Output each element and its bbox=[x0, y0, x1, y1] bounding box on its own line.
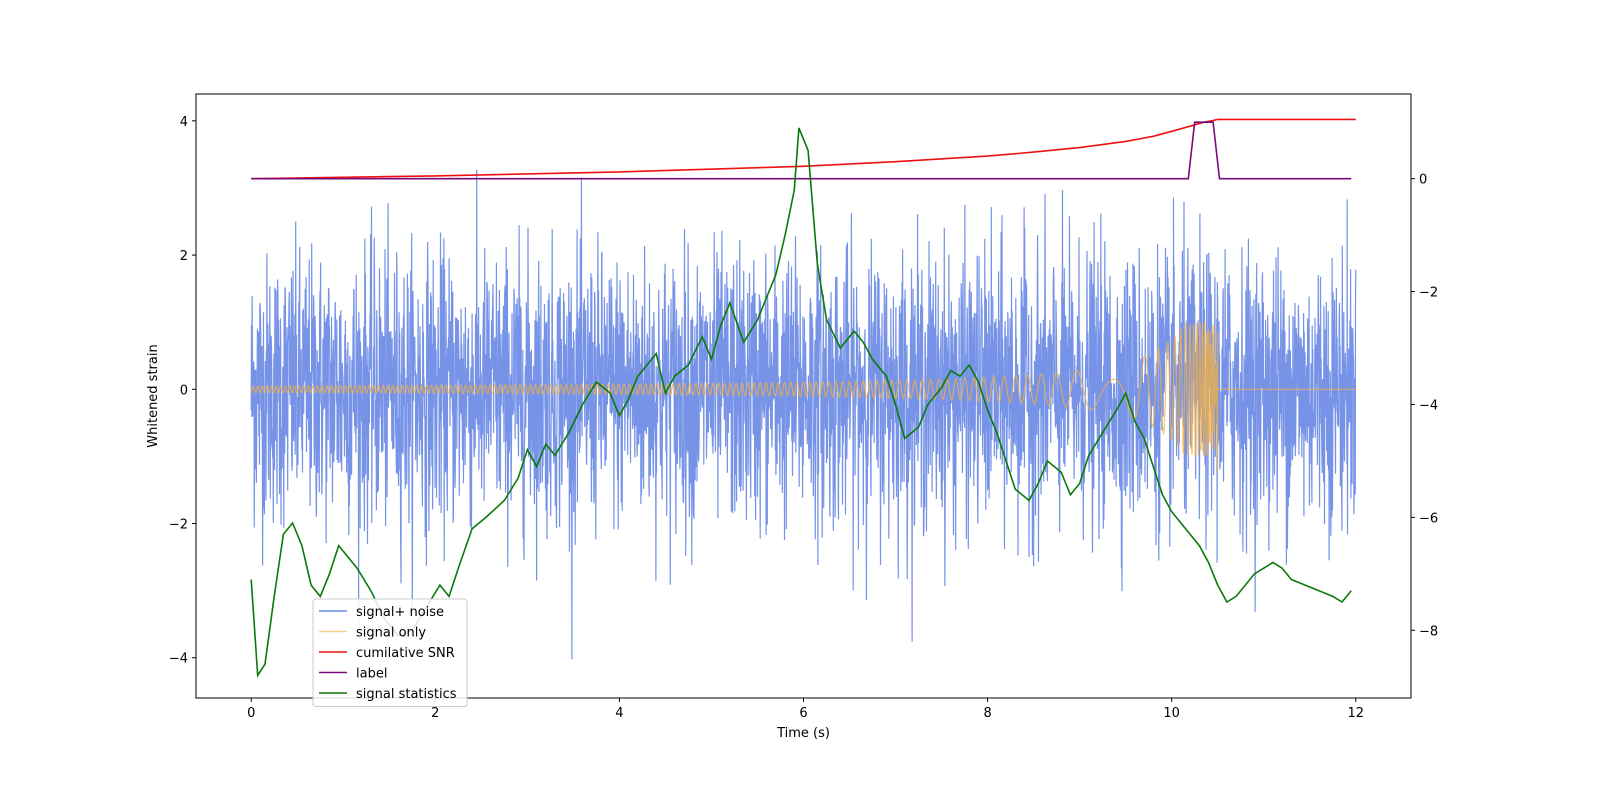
x-tick-label: 8 bbox=[983, 706, 991, 721]
series-signal-noise bbox=[250, 169, 1357, 660]
plot-area bbox=[250, 118, 1357, 678]
y-tick-label: 4 bbox=[180, 115, 188, 130]
x-tick-label: 12 bbox=[1347, 706, 1364, 721]
x-tick-label: 0 bbox=[247, 706, 255, 721]
legend-label: signal+ noise bbox=[356, 605, 444, 620]
y-right-tick-label: −8 bbox=[1419, 624, 1438, 639]
legend-label: label bbox=[356, 667, 387, 682]
series-cumulative-snr bbox=[251, 118, 1356, 180]
legend-label: signal statistics bbox=[356, 687, 457, 702]
series-signal-statistics bbox=[250, 127, 1352, 678]
y-tick-label: 2 bbox=[180, 249, 188, 264]
y-right-tick-label: −6 bbox=[1419, 511, 1438, 526]
legend-box bbox=[312, 598, 468, 707]
x-axis-label: Time (s) bbox=[776, 726, 830, 741]
y-tick-label: 0 bbox=[180, 383, 188, 398]
x-tick-label: 2 bbox=[431, 706, 439, 721]
legend-label: signal only bbox=[356, 626, 426, 641]
y-tick-label: −2 bbox=[169, 518, 188, 533]
legend-label: cumilative SNR bbox=[356, 646, 455, 661]
legend: signal+ noise signal only cumilative SNR la… bbox=[312, 598, 468, 707]
y-axis-left: −4 −2 0 2 4 bbox=[169, 115, 196, 667]
series-label bbox=[251, 121, 1352, 180]
x-tick-label: 10 bbox=[1163, 706, 1180, 721]
y-right-tick-label: −2 bbox=[1419, 286, 1438, 301]
y-tick-label: −4 bbox=[169, 652, 188, 667]
x-tick-label: 6 bbox=[799, 706, 807, 721]
x-tick-label: 4 bbox=[615, 706, 623, 721]
y-right-tick-label: 0 bbox=[1419, 173, 1427, 188]
y-axis-right: −8 −6 −4 −2 0 bbox=[1411, 173, 1438, 639]
y-right-tick-label: −4 bbox=[1419, 398, 1438, 413]
series-signal-only bbox=[250, 322, 1356, 474]
x-axis: 0 2 4 6 8 10 12 bbox=[247, 698, 1364, 721]
y-axis-label: Whitened strain bbox=[146, 344, 161, 447]
